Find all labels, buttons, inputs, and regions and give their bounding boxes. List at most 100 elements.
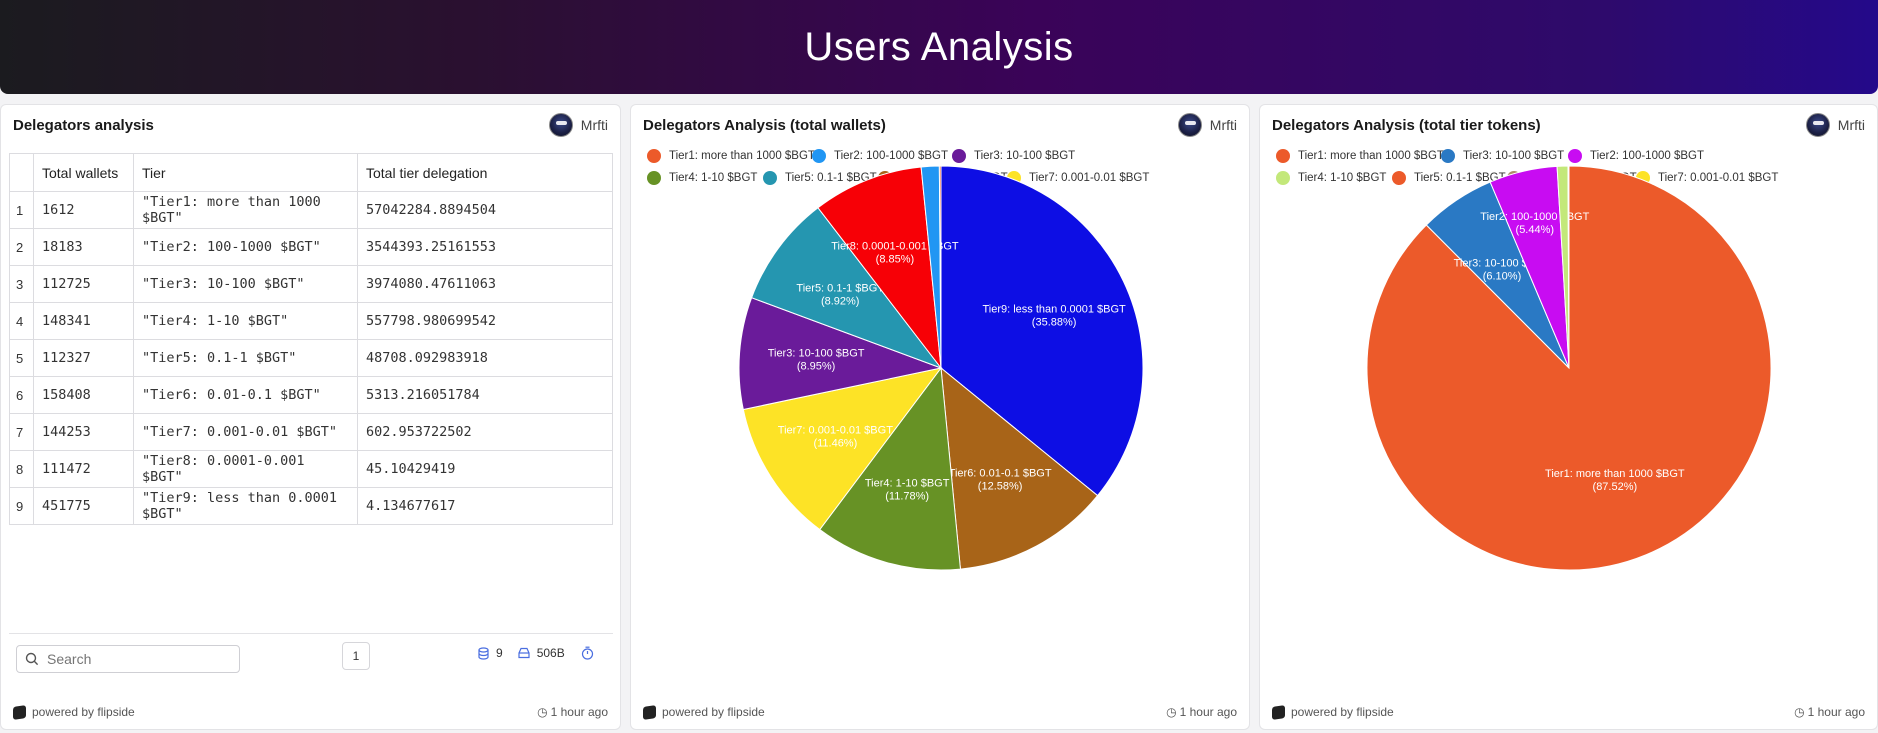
clock-check-icon: ◷ xyxy=(537,705,548,719)
cell-tier: "Tier8: 0.0001-0.001 $BGT" xyxy=(133,450,358,488)
table-row[interactable]: 8 111472 "Tier8: 0.0001-0.001 $BGT" 45.1042… xyxy=(9,450,613,488)
pie-slice[interactable] xyxy=(1567,165,1570,369)
legend-swatch xyxy=(1441,149,1455,163)
legend-item[interactable]: Tier4: 1-10 $BGT xyxy=(1276,171,1386,185)
author[interactable]: Mrfti xyxy=(1805,113,1865,137)
pie-slice[interactable] xyxy=(742,367,943,531)
legend-swatch xyxy=(1568,149,1582,163)
slice-label: Tier8: 0.0001-0.001 $BGT (8.85%) xyxy=(831,241,959,266)
pie-slice[interactable] xyxy=(819,366,961,571)
cell-total-tier-delegation: 4.134677617 xyxy=(357,487,613,525)
cell-total-wallets: 158408 xyxy=(33,376,134,414)
slice-label: Tier5: 0.1-1 $BGT (8.92%) xyxy=(796,283,884,308)
pie-slice[interactable] xyxy=(938,165,942,369)
page-number-button[interactable]: 1 xyxy=(342,642,370,670)
pie-slice[interactable] xyxy=(738,297,943,411)
column-header-tier[interactable]: Tier xyxy=(133,153,358,192)
row-index: 1 xyxy=(9,191,34,229)
pie-chart: Tier1: more than 1000 $BGT (87.52%)Tier3:… xyxy=(1366,165,1772,571)
row-index: 5 xyxy=(9,339,34,377)
column-header-total-tier-delegation[interactable]: Total tier delegation xyxy=(357,153,613,192)
last-updated: ◷ 1 hour ago xyxy=(1166,705,1237,719)
author[interactable]: Mrfti xyxy=(548,113,608,137)
row-count: 9 xyxy=(496,646,503,660)
legend-item[interactable]: Tier5: 0.1-1 $BGT xyxy=(763,171,877,185)
pie-slice[interactable] xyxy=(817,166,942,370)
legend-item[interactable]: Tier1: more than 1000 $BGT xyxy=(647,149,815,163)
legend-swatch xyxy=(1276,149,1290,163)
powered-by[interactable]: powered by flipside xyxy=(643,704,765,720)
flipside-logo-icon xyxy=(1272,704,1285,720)
cell-total-tier-delegation: 48708.092983918 xyxy=(357,339,613,377)
search-input[interactable] xyxy=(47,651,217,667)
legend-item[interactable]: Tier2: 100-1000 $BGT xyxy=(1568,149,1704,163)
panel-title: Delegators analysis xyxy=(13,117,154,134)
cell-tier: "Tier5: 0.1-1 $BGT" xyxy=(133,339,358,377)
slice-label: Tier3: 10-100 $BGT (8.95%) xyxy=(768,348,865,373)
last-updated: ◷ 1 hour ago xyxy=(1794,705,1865,719)
cell-total-tier-delegation: 57042284.8894504 xyxy=(357,191,613,229)
table-row[interactable]: 3 112725 "Tier3: 10-100 $BGT" 3974080.47611… xyxy=(9,265,613,303)
legend-label: Tier1: more than 1000 $BGT xyxy=(1298,150,1444,162)
cell-tier: "Tier1: more than 1000 $BGT" xyxy=(133,191,358,229)
table-row[interactable]: 2 18183 "Tier2: 100-1000 $BGT" 3544393.2516… xyxy=(9,228,613,266)
flipside-logo-icon xyxy=(643,704,656,720)
row-index: 8 xyxy=(9,450,34,488)
cell-tier: "Tier6: 0.01-0.1 $BGT" xyxy=(133,376,358,414)
legend-label: Tier3: 10-100 $BGT xyxy=(1463,150,1565,162)
pie-slice[interactable] xyxy=(750,207,943,370)
cell-tier: "Tier3: 10-100 $BGT" xyxy=(133,265,358,303)
legend-label: Tier4: 1-10 $BGT xyxy=(669,172,758,184)
legend-item[interactable]: Tier3: 10-100 $BGT xyxy=(1441,149,1564,163)
slice-label: Tier1: more than 1000 $BGT (87.52%) xyxy=(1545,468,1685,493)
cell-total-wallets: 112327 xyxy=(33,339,134,377)
slice-label: Tier7: 0.001-0.01 $BGT (11.46%) xyxy=(778,424,893,449)
clock-check-icon: ◷ xyxy=(1166,705,1177,719)
legend-label: Tier7: 0.001-0.01 $BGT xyxy=(1658,172,1779,184)
legend-item[interactable]: Tier3: 10-100 $BGT xyxy=(952,149,1075,163)
powered-by[interactable]: powered by flipside xyxy=(1272,704,1394,720)
author-name: Mrfti xyxy=(580,117,608,133)
cell-total-wallets: 18183 xyxy=(33,228,134,266)
column-header-index xyxy=(9,153,34,192)
table-row[interactable]: 4 148341 "Tier4: 1-10 $BGT" 557798.98069954… xyxy=(9,302,613,340)
table-row[interactable]: 9 451775 "Tier9: less than 0.0001 $BGT" 4.1… xyxy=(9,487,613,525)
legend-label: Tier1: more than 1000 $BGT xyxy=(669,150,815,162)
legend-item[interactable]: Tier1: more than 1000 $BGT xyxy=(1276,149,1444,163)
table-header-row: Total wallets Tier Total tier delegation xyxy=(9,153,613,192)
legend-label: Tier4: 1-10 $BGT xyxy=(1298,172,1387,184)
legend-swatch xyxy=(763,171,777,185)
cell-total-tier-delegation: 45.10429419 xyxy=(357,450,613,488)
legend-item[interactable]: Tier5: 0.1-1 $BGT xyxy=(1392,171,1506,185)
table-row[interactable]: 7 144253 "Tier7: 0.001-0.01 $BGT" 602.95372… xyxy=(9,413,613,451)
pie-slice[interactable] xyxy=(940,366,1099,570)
row-index: 4 xyxy=(9,302,34,340)
page-title: Users Analysis xyxy=(804,24,1074,69)
divider xyxy=(9,633,613,634)
powered-by-text: powered by flipside xyxy=(662,705,765,719)
search-box[interactable] xyxy=(16,645,240,673)
cell-total-wallets: 111472 xyxy=(33,450,134,488)
result-size: 506B xyxy=(536,646,565,660)
legend-label: Tier2: 100-1000 $BGT xyxy=(834,150,948,162)
column-header-total-wallets[interactable]: Total wallets xyxy=(33,153,134,192)
legend-label: Tier3: 10-100 $BGT xyxy=(974,150,1076,162)
cell-tier: "Tier7: 0.001-0.01 $BGT" xyxy=(133,413,358,451)
pie-slice[interactable] xyxy=(940,165,1144,497)
legend-item[interactable]: Tier2: 100-1000 $BGT xyxy=(812,149,948,163)
table-row[interactable]: 5 112327 "Tier5: 0.1-1 $BGT" 48708.09298391… xyxy=(9,339,613,377)
legend-item[interactable]: Tier4: 1-10 $BGT xyxy=(647,171,757,185)
cell-total-tier-delegation: 5313.216051784 xyxy=(357,376,613,414)
clock-check-icon: ◷ xyxy=(1794,705,1805,719)
table-row[interactable]: 1 1612 "Tier1: more than 1000 $BGT" 5704228… xyxy=(9,191,613,229)
search-icon xyxy=(25,652,39,666)
legend-swatch xyxy=(647,171,661,185)
results-table: Total wallets Tier Total tier delegation… xyxy=(9,153,613,525)
table-row[interactable]: 6 158408 "Tier6: 0.01-0.1 $BGT" 5313.216051… xyxy=(9,376,613,414)
cell-total-wallets: 148341 xyxy=(33,302,134,340)
author[interactable]: Mrfti xyxy=(1177,113,1237,137)
tokens-pie-panel: Delegators Analysis (total tier tokens) … xyxy=(1259,104,1878,730)
powered-by[interactable]: powered by flipside xyxy=(13,704,135,720)
pie-chart: Tier9: less than 0.0001 $BGT (35.88%) Tier… xyxy=(738,165,1144,571)
cell-total-wallets: 112725 xyxy=(33,265,134,303)
